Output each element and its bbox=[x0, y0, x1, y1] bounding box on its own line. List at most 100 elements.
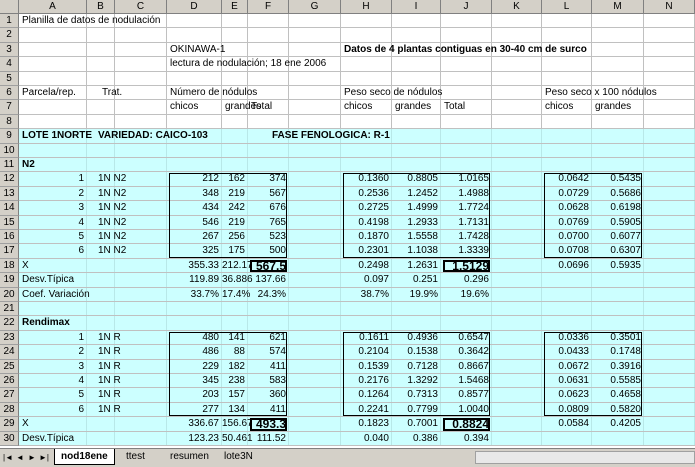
last-sheet-button[interactable]: ►| bbox=[39, 453, 49, 462]
cell-l24[interactable]: 0.0433 bbox=[558, 346, 589, 358]
cell-b26[interactable]: 1N R bbox=[98, 375, 121, 386]
cell-h24[interactable]: 0.2104 bbox=[358, 346, 389, 358]
cell-h25[interactable]: 0.1539 bbox=[358, 360, 389, 372]
cell-h12[interactable]: 0.1360 bbox=[358, 173, 389, 185]
cell-d3[interactable]: OKINAWA-1 bbox=[170, 43, 226, 55]
row-header[interactable]: 6 bbox=[0, 86, 19, 101]
row-header[interactable]: 16 bbox=[0, 230, 19, 245]
cell-j20[interactable]: 19.6% bbox=[460, 288, 489, 300]
row-header[interactable]: 1 bbox=[0, 14, 19, 29]
cell-l16[interactable]: 0.0700 bbox=[558, 231, 589, 242]
row-header[interactable]: 14 bbox=[0, 201, 19, 216]
cell-f30[interactable]: 111.52 bbox=[256, 432, 286, 444]
cell-d14[interactable]: 434 bbox=[202, 202, 219, 214]
cell-f29[interactable]: 493.3 bbox=[255, 417, 286, 432]
cell-i25[interactable]: 0.7128 bbox=[407, 360, 438, 372]
cell-l27[interactable]: 0.0623 bbox=[558, 389, 589, 401]
cell-e23[interactable]: 141 bbox=[228, 331, 245, 343]
cell-f18[interactable]: 567.5 bbox=[255, 258, 286, 273]
cell-d19[interactable]: 119.89 bbox=[189, 274, 219, 286]
cell-d24[interactable]: 486 bbox=[202, 346, 219, 358]
cell-b24[interactable]: 1N R bbox=[98, 346, 121, 358]
cell-i13[interactable]: 1.2452 bbox=[407, 187, 438, 199]
cell-f23[interactable]: 621 bbox=[269, 331, 286, 343]
row-header[interactable]: 22 bbox=[0, 316, 19, 331]
cell-i14[interactable]: 1.4999 bbox=[407, 202, 438, 214]
cell-f16[interactable]: 523 bbox=[269, 231, 286, 242]
cell-i19[interactable]: 0.251 bbox=[412, 274, 438, 286]
first-sheet-button[interactable]: |◄ bbox=[3, 453, 13, 462]
cell-j12[interactable]: 1.0165 bbox=[458, 173, 489, 185]
row-header[interactable]: 2 bbox=[0, 28, 19, 43]
cell-a29[interactable]: X bbox=[22, 418, 29, 430]
cell-i27[interactable]: 0.7313 bbox=[407, 389, 438, 401]
cell-b16[interactable]: 1N N2 bbox=[98, 231, 127, 242]
cell-d20[interactable]: 33.7% bbox=[190, 288, 219, 300]
cell-d7[interactable]: chicos bbox=[170, 101, 199, 113]
cell-j28[interactable]: 1.0040 bbox=[458, 403, 489, 415]
cell-j29[interactable]: 0.8824 bbox=[452, 417, 489, 432]
cell-i15[interactable]: 1.2933 bbox=[407, 216, 438, 228]
column-header-j[interactable]: J bbox=[441, 0, 492, 14]
cell-j19[interactable]: 0.296 bbox=[463, 274, 489, 286]
cell-b14[interactable]: 1N N2 bbox=[98, 202, 127, 214]
column-header-d[interactable]: D bbox=[167, 0, 222, 14]
select-all-corner[interactable] bbox=[0, 0, 19, 14]
cell-f26[interactable]: 583 bbox=[269, 375, 286, 386]
row-header[interactable]: 10 bbox=[0, 143, 19, 158]
cell-m24[interactable]: 0.1748 bbox=[610, 346, 641, 358]
row-header[interactable]: 15 bbox=[0, 215, 19, 230]
cell-m14[interactable]: 0.6198 bbox=[610, 202, 641, 214]
horizontal-scrollbar[interactable] bbox=[475, 451, 695, 464]
cell-i26[interactable]: 1.3292 bbox=[407, 375, 438, 386]
cell-e18[interactable]: 212.17 bbox=[222, 259, 253, 271]
cell-i12[interactable]: 0.8805 bbox=[407, 173, 438, 185]
cell-a9[interactable]: LOTE 1NORTE bbox=[22, 130, 93, 142]
cell-h14[interactable]: 0.2725 bbox=[358, 202, 389, 214]
column-header-h[interactable]: H bbox=[341, 0, 392, 14]
row-header[interactable]: 23 bbox=[0, 330, 19, 346]
cell-j18[interactable]: 1.5129 bbox=[452, 258, 489, 273]
cell-m16[interactable]: 0.6077 bbox=[610, 231, 641, 242]
row-header[interactable]: 20 bbox=[0, 287, 19, 302]
row-header[interactable]: 11 bbox=[0, 158, 19, 173]
cell-m29[interactable]: 0.4205 bbox=[610, 418, 641, 430]
cell-d25[interactable]: 229 bbox=[202, 360, 219, 372]
cell-l7[interactable]: chicos bbox=[545, 101, 574, 113]
row-header[interactable]: 29 bbox=[0, 417, 19, 432]
cell-e15[interactable]: 219 bbox=[228, 216, 245, 228]
cell-m28[interactable]: 0.5820 bbox=[610, 403, 641, 415]
cell-m27[interactable]: 0.4658 bbox=[610, 389, 641, 401]
cell-m12[interactable]: 0.5435 bbox=[610, 173, 641, 185]
cell-h16[interactable]: 0.1870 bbox=[358, 231, 389, 242]
column-header-f[interactable]: F bbox=[248, 0, 289, 14]
cell-b6[interactable]: Trat. bbox=[102, 87, 123, 98]
cell-m18[interactable]: 0.5935 bbox=[610, 259, 641, 271]
cell-d6[interactable]: Número de nódulos bbox=[170, 87, 258, 98]
prev-sheet-button[interactable]: ◄ bbox=[16, 453, 24, 462]
column-header-a[interactable]: A bbox=[19, 0, 87, 14]
cell-d27[interactable]: 203 bbox=[202, 389, 219, 401]
cell-a23[interactable]: 1 bbox=[78, 331, 84, 343]
cell-h15[interactable]: 0.4198 bbox=[358, 216, 389, 228]
cell-a1[interactable]: Planilla de datos de nodulación bbox=[22, 15, 161, 26]
row-header[interactable]: 8 bbox=[0, 114, 19, 130]
cell-b28[interactable]: 1N R bbox=[98, 403, 121, 415]
cell-j30[interactable]: 0.394 bbox=[463, 432, 489, 444]
cell-d17[interactable]: 325 bbox=[202, 245, 219, 257]
cell-d30[interactable]: 123.23 bbox=[188, 432, 219, 444]
row-header[interactable]: 17 bbox=[0, 244, 19, 259]
cell-f25[interactable]: 411 bbox=[270, 360, 286, 372]
row-header[interactable]: 21 bbox=[0, 302, 19, 317]
cell-e30[interactable]: 50.461 bbox=[222, 432, 253, 444]
cell-b17[interactable]: 1N N2 bbox=[98, 245, 127, 257]
sheet-tab-resumen[interactable]: resumen bbox=[170, 451, 209, 462]
cell-f20[interactable]: 24.3% bbox=[257, 288, 286, 300]
cell-h3[interactable]: Datos de 4 plantas contiguas en 30-40 cm… bbox=[344, 43, 587, 55]
cell-e28[interactable]: 134 bbox=[228, 403, 245, 415]
row-header[interactable]: 9 bbox=[0, 129, 19, 144]
cell-i17[interactable]: 1.1038 bbox=[407, 245, 438, 257]
cell-f15[interactable]: 765 bbox=[269, 216, 286, 228]
row-header[interactable]: 27 bbox=[0, 388, 19, 403]
column-header-e[interactable]: E bbox=[222, 0, 248, 14]
